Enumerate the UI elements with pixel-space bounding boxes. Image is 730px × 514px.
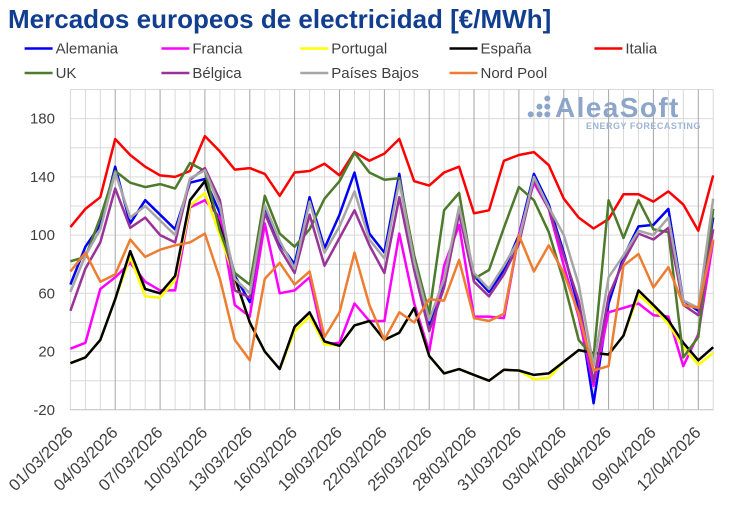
svg-text:Nord Pool: Nord Pool <box>481 65 548 82</box>
svg-text:Bélgica: Bélgica <box>192 65 242 82</box>
svg-text:20: 20 <box>38 344 55 361</box>
svg-text:Francia: Francia <box>192 41 243 58</box>
svg-text:Países Bajos: Países Bajos <box>331 65 419 82</box>
svg-text:-20: -20 <box>33 402 55 419</box>
svg-text:Italia: Italia <box>625 41 657 58</box>
svg-text:Mercados europeos de electrici: Mercados europeos de electricidad [€/MWh… <box>8 4 551 34</box>
svg-text:60: 60 <box>38 285 55 302</box>
svg-text:España: España <box>481 41 533 58</box>
svg-text:180: 180 <box>30 111 55 128</box>
svg-text:AleaSoft: AleaSoft <box>555 92 680 123</box>
svg-text:UK: UK <box>56 65 77 82</box>
svg-text:ENERGY FORECASTING: ENERGY FORECASTING <box>586 121 701 131</box>
svg-text:140: 140 <box>30 169 55 186</box>
svg-text:100: 100 <box>30 227 55 244</box>
svg-text:Portugal: Portugal <box>331 41 387 58</box>
svg-text:Alemania: Alemania <box>56 41 119 58</box>
